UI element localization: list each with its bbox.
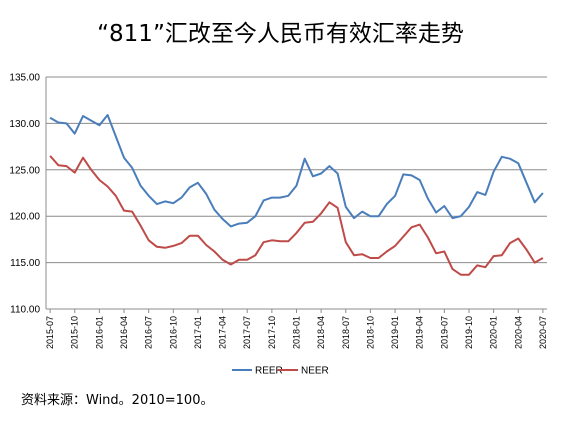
x-tick-label: 2018-10 <box>365 316 375 349</box>
x-tick-label: 2019-04 <box>415 316 425 349</box>
y-tick-label: 135.00 <box>9 73 40 84</box>
y-tick-label: 120.00 <box>9 212 40 223</box>
x-tick-label: 2016-07 <box>144 316 154 349</box>
x-tick-label: 2016-04 <box>119 316 129 349</box>
y-tick-labels: 110.00 115.00 120.00 125.00 130.00 135.00 <box>9 73 40 316</box>
x-tick-label: 2018-04 <box>316 316 326 349</box>
series-line-neer <box>49 155 544 276</box>
series-line-reer <box>49 114 544 228</box>
x-tick-label: 2017-04 <box>218 316 228 349</box>
chart-title: “811”汇改至今人民币有效汇率走势 <box>97 21 464 47</box>
legend-label-neer: NEER <box>301 366 329 377</box>
x-tick-label: 2019-10 <box>464 316 474 349</box>
x-tick-label: 2017-01 <box>193 316 203 349</box>
y-tick-label: 130.00 <box>9 119 40 130</box>
x-tick-labels: 2015-07 2015-10 2016-01 2016-04 2016-07 2016-… <box>45 309 548 349</box>
x-tick-label: 2019-07 <box>439 316 449 349</box>
x-tick-label: 2015-10 <box>70 316 80 349</box>
x-tick-label: 2018-07 <box>341 316 351 349</box>
x-tick-label: 2017-10 <box>267 316 277 349</box>
legend: REER NEER <box>232 366 329 377</box>
x-tick-label: 2020-07 <box>538 316 548 349</box>
x-tick-label: 2020-01 <box>489 316 499 349</box>
gridlines <box>46 76 547 264</box>
x-tick-label: 2018-01 <box>292 316 302 349</box>
y-tick-label: 110.00 <box>10 305 40 316</box>
y-tick-label: 125.00 <box>9 165 40 176</box>
x-tick-label: 2020-04 <box>513 316 523 349</box>
x-tick-label: 2016-01 <box>94 316 104 349</box>
y-tick-label: 115.00 <box>10 258 40 269</box>
series-lines <box>49 114 544 276</box>
x-tick-label: 2017-07 <box>242 316 252 349</box>
x-tick-label: 2016-10 <box>168 316 178 349</box>
x-tick-label: 2015-07 <box>45 316 55 349</box>
axes <box>45 77 547 310</box>
legend-label-reer: REER <box>255 366 283 377</box>
x-tick-label: 2019-01 <box>390 316 400 349</box>
source-note: 资料来源：Wind。2010=100。 <box>21 393 214 408</box>
